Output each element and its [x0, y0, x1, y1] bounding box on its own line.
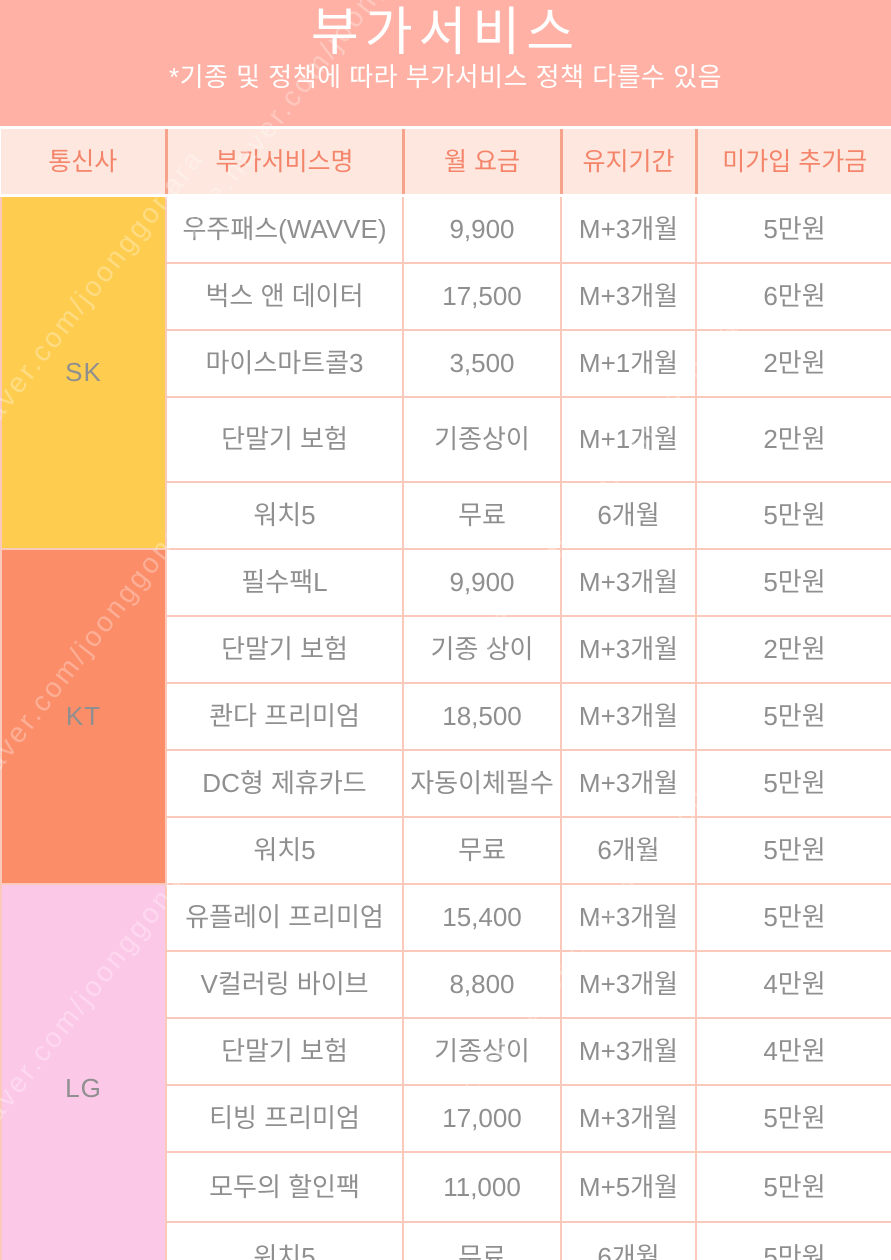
cell-fee: 기종상이: [402, 395, 562, 483]
cell-penalty: 5만원: [695, 480, 891, 550]
cell-penalty: 5만원: [695, 815, 891, 885]
table-row: 워치5 무료 6개월 5만원: [1, 1220, 891, 1260]
table-row: 마이스마트콜3 3,500 M+1개월 2만원: [1, 328, 891, 398]
cell-fee: 17,500: [402, 261, 562, 331]
cell-fee: 기종상이: [402, 1016, 562, 1086]
cell-period: M+3개월: [560, 547, 697, 617]
cell-penalty: 5만원: [695, 681, 891, 751]
cell-penalty: 5만원: [695, 194, 891, 264]
banner: 부가서비스 *기종 및 정책에 따라 부가서비스 정책 다를수 있음: [0, 0, 891, 129]
cell-penalty: 4만원: [695, 949, 891, 1019]
cell-period: M+5개월: [560, 1150, 697, 1223]
column-header-service: 부가서비스명: [164, 129, 403, 197]
cell-fee: 자동이체필수: [402, 748, 562, 818]
table-row: 콴다 프리미엄 18,500 M+3개월 5만원: [1, 681, 891, 751]
table-row: 모두의 할인팩 11,000 M+5개월 5만원: [1, 1150, 891, 1223]
column-header-period: 유지기간: [559, 129, 696, 197]
table-row: 단말기 보험 기종 상이 M+3개월 2만원: [1, 614, 891, 684]
table-row: 티빙 프리미엄 17,000 M+3개월 5만원: [1, 1083, 891, 1153]
cell-period: M+3개월: [560, 949, 697, 1019]
cell-penalty: 5만원: [695, 1150, 891, 1223]
cell-period: M+3개월: [560, 1083, 697, 1153]
cell-penalty: 5만원: [695, 1220, 891, 1260]
cell-fee: 기종 상이: [402, 614, 562, 684]
cell-service: 필수팩L: [165, 547, 404, 617]
table-row: LG 유플레이 프리미엄 15,400 M+3개월 5만원: [0, 882, 891, 1260]
table-row: 워치5 무료 6개월 5만원: [1, 480, 891, 550]
cell-service: V컬러링 바이브: [165, 949, 404, 1019]
cell-period: M+3개월: [560, 1016, 697, 1086]
cell-service: 우주패스(WAVVE): [165, 194, 404, 264]
cell-service: 티빙 프리미엄: [165, 1083, 404, 1153]
column-header-carrier: 통신사: [1, 129, 166, 197]
cell-penalty: 5만원: [695, 748, 891, 818]
cell-period: M+3개월: [560, 882, 697, 952]
cell-service: 워치5: [165, 480, 404, 550]
cell-fee: 15,400: [402, 882, 562, 952]
column-header-penalty: 미가입 추가금: [694, 129, 891, 197]
cell-penalty: 6만원: [695, 261, 891, 331]
cell-fee: 무료: [402, 1220, 562, 1260]
cell-penalty: 2만원: [695, 614, 891, 684]
cell-service: 콴다 프리미엄: [165, 681, 404, 751]
table-row: V컬러링 바이브 8,800 M+3개월 4만원: [1, 949, 891, 1019]
table-row: 워치5 무료 6개월 5만원: [1, 815, 891, 885]
table-row: 벅스 앤 데이터 17,500 M+3개월 6만원: [1, 261, 891, 331]
table-row: SK 우주패스(WAVVE) 9,900 M+3개월 5만원: [0, 194, 891, 550]
cell-fee: 9,900: [402, 547, 562, 617]
cell-service: 단말기 보험: [165, 1016, 404, 1086]
cell-service: 단말기 보험: [165, 395, 404, 483]
table-row: 단말기 보험 기종상이 M+3개월 4만원: [1, 1016, 891, 1086]
cell-period: M+3개월: [560, 681, 697, 751]
cell-period: M+1개월: [560, 328, 697, 398]
cell-period: M+3개월: [560, 261, 697, 331]
cell-fee: 9,900: [402, 194, 562, 264]
cell-fee: 무료: [402, 480, 562, 550]
cell-fee: 17,000: [402, 1083, 562, 1153]
table-row: DC형 제휴카드 자동이체필수 M+3개월 5만원: [1, 748, 891, 818]
cell-fee: 11,000: [402, 1150, 562, 1223]
cell-penalty: 2만원: [695, 328, 891, 398]
banner-subtitle: *기종 및 정책에 따라 부가서비스 정책 다를수 있음: [168, 62, 723, 92]
cell-service: 마이스마트콜3: [165, 328, 404, 398]
cell-period: M+3개월: [560, 194, 697, 264]
cell-service: 워치5: [165, 815, 404, 885]
cell-period: 6개월: [560, 815, 697, 885]
cell-service: 모두의 할인팩: [165, 1150, 404, 1223]
column-header-fee: 월 요금: [401, 129, 561, 197]
cell-fee: 18,500: [402, 681, 562, 751]
cell-period: 6개월: [560, 480, 697, 550]
cell-period: M+1개월: [560, 395, 697, 483]
cell-service: 벅스 앤 데이터: [165, 261, 404, 331]
cell-period: M+3개월: [560, 614, 697, 684]
cell-service: 단말기 보험: [165, 614, 404, 684]
cell-fee: 3,500: [402, 328, 562, 398]
cell-penalty: 5만원: [695, 882, 891, 952]
cell-period: M+3개월: [560, 748, 697, 818]
cell-service: 유플레이 프리미엄: [165, 882, 404, 952]
page-title: 부가서비스: [310, 4, 581, 62]
cell-penalty: 5만원: [695, 547, 891, 617]
cell-fee: 무료: [402, 815, 562, 885]
table-row: KT 필수팩L 9,900 M+3개월 5만원: [0, 547, 891, 885]
carrier-cell-lg: LG: [0, 882, 167, 1260]
table-header-row: 통신사 부가서비스명 월 요금 유지기간 미가입 추가금: [1, 129, 891, 197]
carrier-cell-kt: KT: [0, 547, 167, 885]
cell-penalty: 4만원: [695, 1016, 891, 1086]
cell-period: 6개월: [560, 1220, 697, 1260]
cell-fee: 8,800: [402, 949, 562, 1019]
services-table: 통신사 부가서비스명 월 요금 유지기간 미가입 추가금 SK 우주패스(WAV…: [0, 129, 891, 1260]
cell-penalty: 2만원: [695, 395, 891, 483]
table-row: 단말기 보험 기종상이 M+1개월 2만원: [1, 395, 891, 483]
cell-service: DC형 제휴카드: [165, 748, 404, 818]
carrier-cell-sk: SK: [0, 194, 167, 550]
cell-service: 워치5: [165, 1220, 404, 1260]
cell-penalty: 5만원: [695, 1083, 891, 1153]
